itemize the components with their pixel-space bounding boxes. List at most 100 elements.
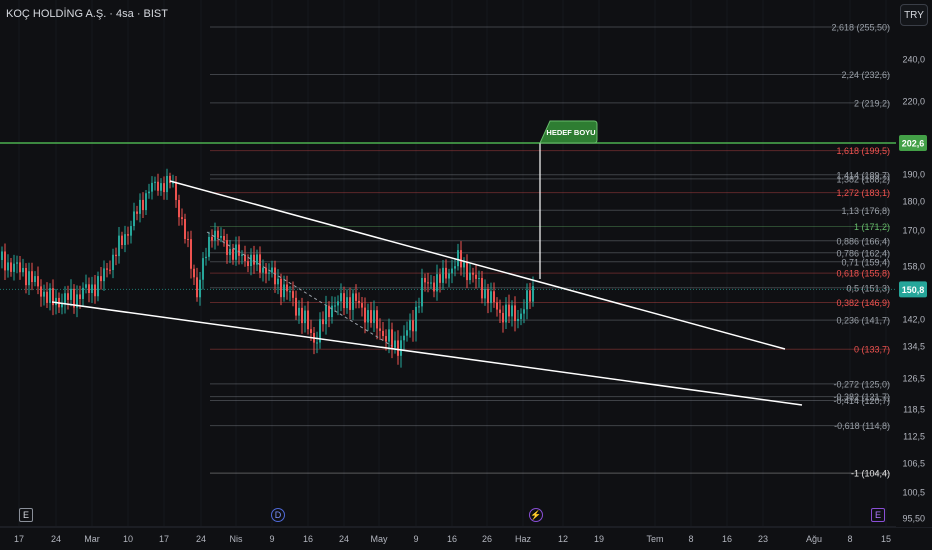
candle-body (385, 336, 387, 342)
candle-body (370, 310, 372, 323)
candle-body (73, 288, 75, 308)
candle-body (271, 267, 273, 273)
candle-body (463, 262, 465, 268)
candle-body (349, 297, 351, 310)
candle-body (103, 268, 105, 282)
candle-body (520, 313, 522, 319)
candle-body (52, 288, 54, 306)
dividend-event-icon[interactable]: D (271, 508, 285, 522)
split-event-icon[interactable]: ⚡ (529, 508, 543, 522)
candle-body (169, 175, 171, 183)
candle-body (394, 340, 396, 348)
candle-body (115, 254, 117, 257)
candle-body (16, 262, 18, 264)
candle-body (241, 254, 243, 256)
candle-body (268, 272, 270, 274)
candle-body (91, 284, 93, 294)
candle-body (94, 284, 96, 297)
candle-body (154, 181, 156, 183)
fib-label: -0,272 (125,0) (833, 379, 890, 389)
candle-body (436, 274, 438, 292)
candle-body (166, 175, 168, 193)
candle-body (481, 278, 483, 299)
candle-body (418, 306, 420, 308)
candle-body (193, 268, 195, 278)
fib-label: 0,886 (166,4) (836, 236, 890, 246)
candle-body (187, 239, 189, 241)
candle-body (211, 236, 213, 241)
fib-label: 2 (219,2) (854, 98, 890, 108)
candle-body (427, 282, 429, 284)
y-tick-label: 180,0 (902, 197, 925, 207)
x-axis: 17 24 Mar 10 17 24 Nis 9 16 24 May 9 16 26 Haz 12 19 Tem 8… (14, 534, 891, 544)
candle-body (55, 297, 57, 306)
x-tick-label: Tem (646, 534, 663, 544)
candle-body (244, 254, 246, 262)
candle-body (172, 182, 174, 184)
fib-label: -0,382 (121,7) (833, 392, 890, 402)
candle-body (40, 286, 42, 297)
earnings-event-icon[interactable]: E (19, 508, 33, 522)
candle-body (223, 235, 225, 241)
currency-button[interactable]: TRY (900, 4, 928, 26)
fib-label: 2,618 (255,50) (831, 23, 890, 33)
candle-body (139, 199, 141, 214)
candle-body (529, 290, 531, 302)
candle-body (496, 302, 498, 310)
candle-body (433, 282, 435, 292)
candle-body (34, 276, 36, 283)
candle-body (4, 251, 6, 271)
future-earnings-event-icon[interactable]: E (871, 508, 885, 522)
candle-body (445, 267, 447, 279)
fib-label: 1,272 (183,1) (836, 188, 890, 198)
candle-body (37, 276, 39, 287)
candle-body (466, 262, 468, 281)
candle-body (109, 269, 111, 271)
candle-body (178, 200, 180, 218)
candle-body (493, 291, 495, 303)
candle-body (61, 303, 63, 308)
candle-body (265, 267, 267, 274)
candle-body (157, 181, 159, 191)
candle-body (202, 258, 204, 280)
candle-body (19, 262, 21, 273)
candle-body (355, 293, 357, 301)
y-tick-label: 95,50 (902, 514, 925, 524)
candle-body (190, 239, 192, 269)
candle-body (196, 277, 198, 298)
candle-body (310, 329, 312, 333)
candle-body (415, 306, 417, 332)
y-tick-label: 190,0 (902, 170, 925, 180)
candle-body (331, 305, 333, 318)
candle-body (232, 248, 234, 260)
x-tick-label: Mar (84, 534, 100, 544)
target-callout (539, 120, 598, 144)
chart-title: KOÇ HOLDİNG A.Ş. · 4sa · BIST (6, 8, 168, 20)
x-tick-label: 24 (196, 534, 206, 544)
candle-body (457, 250, 459, 267)
candle-body (487, 289, 489, 304)
candle-body (391, 329, 393, 348)
candle-body (364, 307, 366, 323)
candle-body (175, 182, 177, 201)
target-price-badge (899, 135, 927, 151)
candle-body (358, 300, 360, 304)
candle-body (148, 191, 150, 194)
candle-body (346, 297, 348, 309)
candle-body (112, 254, 114, 271)
candle-body (511, 305, 513, 317)
trend-lines (51, 143, 803, 406)
candle-body (184, 218, 186, 240)
x-tick-label: 8 (847, 534, 852, 544)
candle-body (286, 284, 288, 292)
lower-trend-line (51, 301, 803, 406)
fib-label: 1,13 (176,8) (841, 206, 890, 216)
candle-body (22, 267, 24, 273)
target-price-label: 202,6 (902, 139, 925, 149)
candle-body (220, 235, 222, 238)
candle-body (523, 309, 525, 314)
y-tick-label: 106,5 (902, 459, 925, 469)
candle-body (319, 319, 321, 343)
fib-label: 0,786 (162,4) (836, 248, 890, 258)
